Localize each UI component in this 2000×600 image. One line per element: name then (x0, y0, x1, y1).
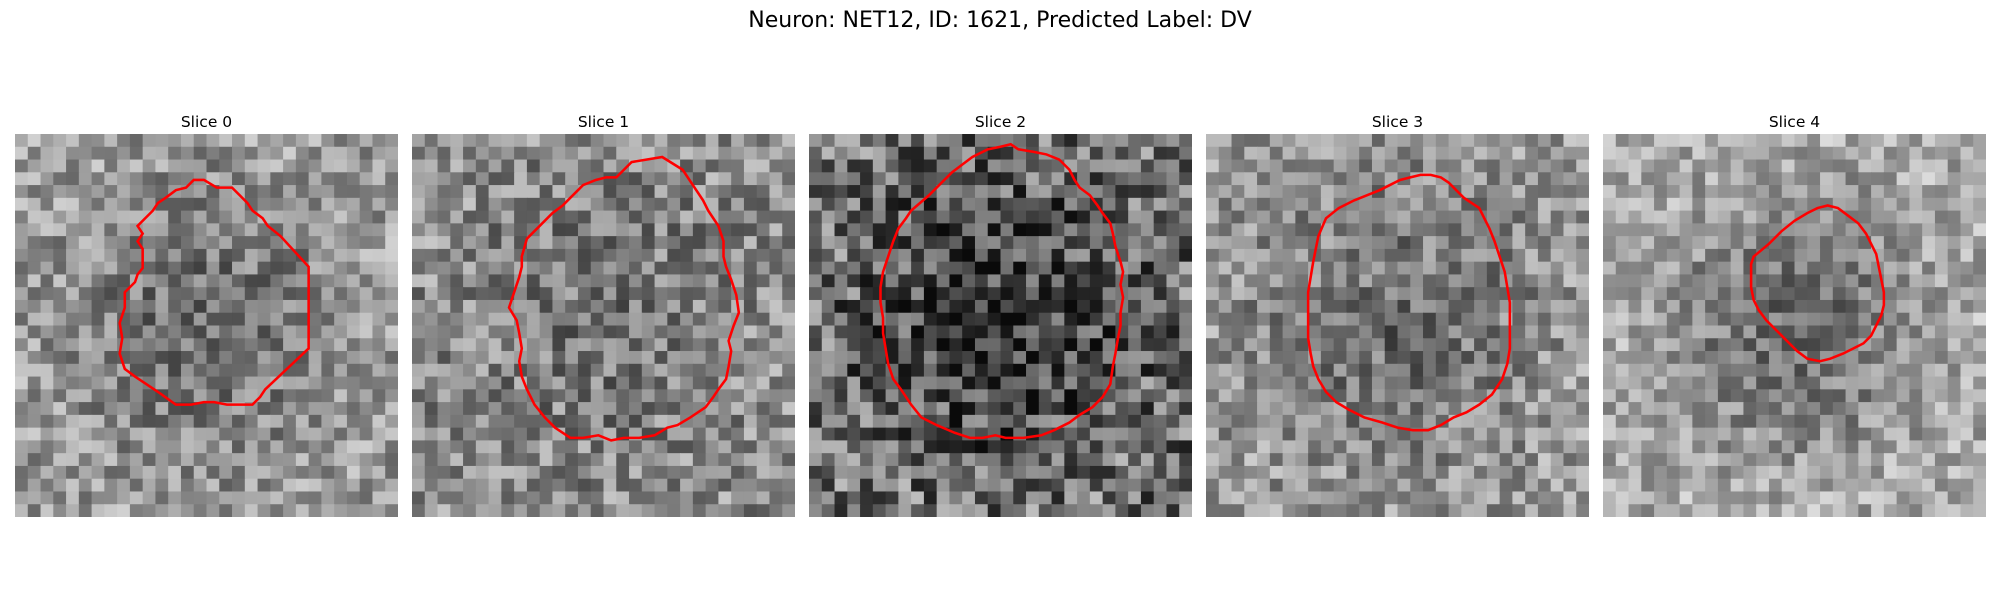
slice-image-2 (809, 134, 1192, 517)
slice-panel-3: Slice 3 (1206, 110, 1589, 517)
slice-image-3 (1206, 134, 1589, 517)
slice-title: Slice 0 (180, 113, 233, 131)
slice-panel-2: Slice 2 (809, 110, 1192, 517)
slice-image-1 (412, 134, 795, 517)
figure-title: Neuron: NET12, ID: 1621, Predicted Label… (748, 8, 1252, 33)
segmentation-contour (879, 142, 1125, 440)
pixel-grid (1206, 134, 1589, 517)
pixel-grid (412, 134, 795, 517)
slice-panel-1: Slice 1 (412, 110, 795, 517)
segmentation-contour (1306, 173, 1512, 432)
slice-title: Slice 2 (974, 113, 1027, 131)
segmentation-contour (507, 155, 741, 442)
pixel-grid (15, 134, 398, 517)
slice-panel-0: Slice 0 (15, 110, 398, 517)
pixel-grid (809, 134, 1192, 517)
slice-image-0 (15, 134, 398, 517)
slice-panel-4: Slice 4 (1603, 110, 1986, 517)
slice-image-4 (1603, 134, 1986, 517)
slice-title: Slice 4 (1768, 113, 1821, 131)
segmentation-contour (1749, 204, 1886, 363)
segmentation-contour (118, 178, 310, 406)
slice-title: Slice 1 (577, 113, 630, 131)
pixel-grid (1603, 134, 1986, 517)
slice-title: Slice 3 (1371, 113, 1424, 131)
